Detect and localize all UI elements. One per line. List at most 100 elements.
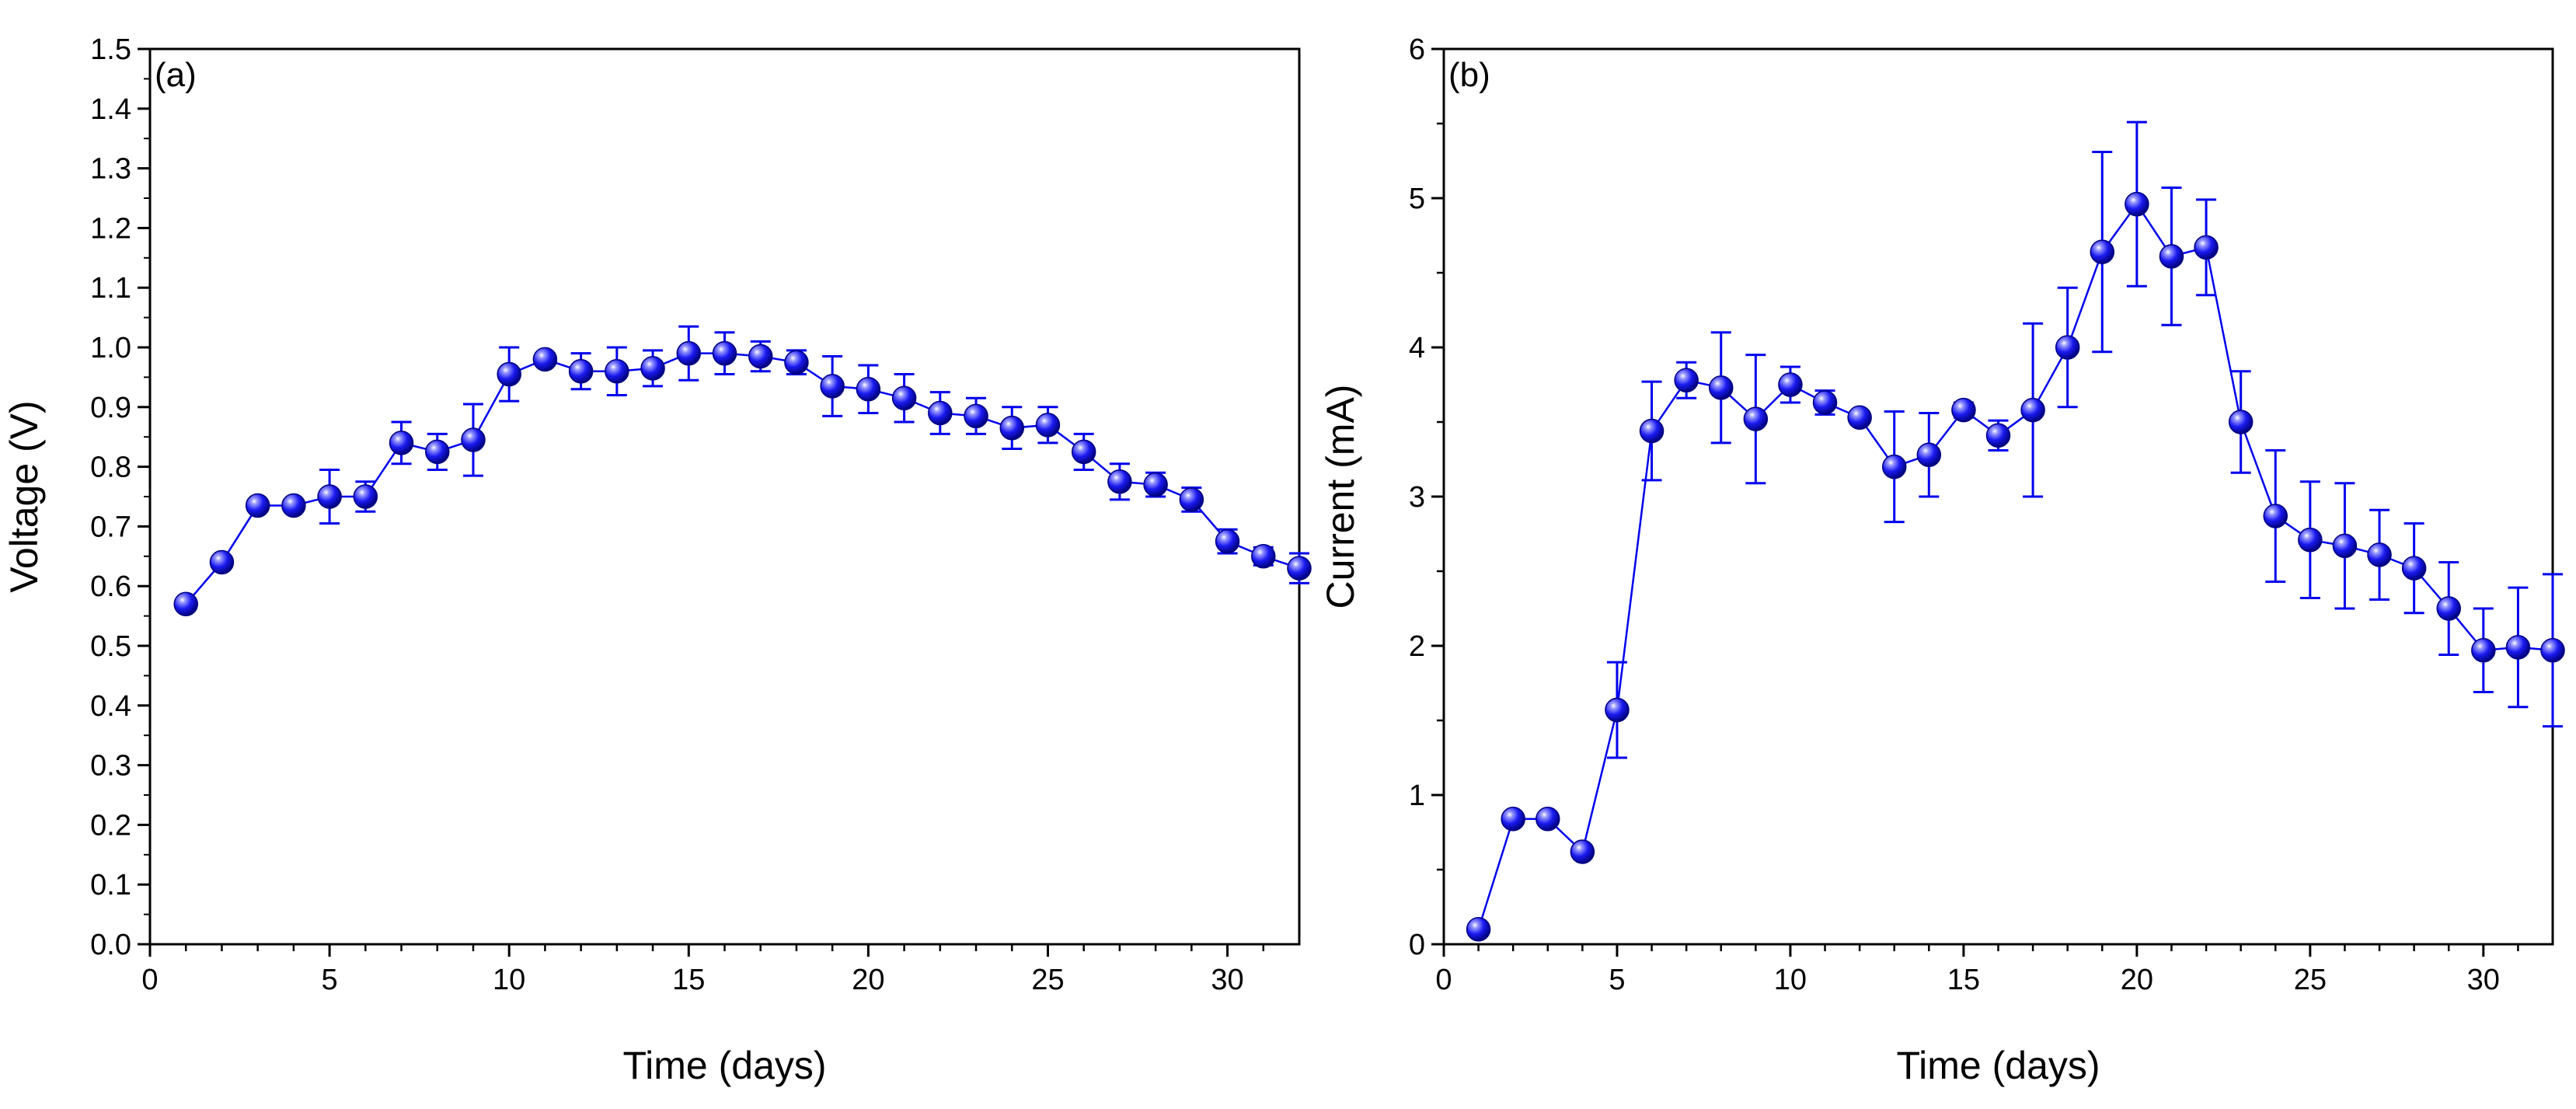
data-point [1709, 375, 1734, 400]
y-tick-label: 1.0 [90, 332, 131, 364]
data-point [964, 403, 988, 429]
y-tick-label: 0.4 [90, 690, 131, 723]
y-tick-label: 0.2 [90, 809, 131, 842]
data-point [2505, 635, 2531, 660]
data-point [2401, 556, 2427, 581]
x-tick-label: 15 [1947, 964, 1980, 996]
y-axis-title: Voltage (V) [2, 400, 46, 592]
series-line [1477, 202, 2553, 930]
x-axis-title: Time (days) [622, 1044, 826, 1087]
data-point [1251, 544, 1276, 569]
data-point [1605, 697, 1630, 723]
data-point [353, 484, 378, 509]
data-point [2540, 638, 2565, 663]
x-tick-label: 30 [2467, 964, 2500, 996]
x-tick-label: 5 [1609, 964, 1625, 996]
data-point [497, 361, 521, 387]
x-tick-label: 25 [1031, 964, 1064, 996]
y-tick-label: 1.4 [90, 93, 131, 126]
data-point [281, 493, 306, 518]
y-tick-label: 0 [1409, 929, 1425, 961]
data-point [2332, 533, 2358, 559]
y-tick-label: 6 [1409, 33, 1425, 66]
data-point [928, 400, 953, 426]
panel-label: (b) [1448, 56, 1490, 94]
data-point [2194, 235, 2219, 260]
data-point [676, 340, 702, 366]
y-tick-label: 1.1 [90, 272, 131, 305]
y-tick-label: 5 [1409, 183, 1425, 215]
data-point [748, 344, 773, 369]
data-point [820, 374, 845, 399]
data-point [2159, 244, 2184, 269]
data-point [1501, 806, 1525, 832]
y-tick-label: 0.7 [90, 511, 131, 543]
data-point [1466, 917, 1491, 942]
data-point [1639, 418, 1664, 444]
y-tick-label: 0.5 [90, 630, 131, 663]
data-point [2263, 504, 2288, 528]
data-point [2090, 239, 2115, 264]
x-tick-label: 20 [2121, 964, 2153, 996]
data-point [1143, 472, 1168, 497]
data-point [389, 431, 414, 455]
data-point [568, 358, 594, 384]
data-point [1535, 806, 1560, 832]
data-point [712, 340, 737, 366]
series-line [185, 352, 1300, 605]
data-point [1035, 413, 1061, 438]
y-tick-label: 2 [1409, 630, 1425, 663]
y-tick-label: 3 [1409, 481, 1425, 514]
data-point [173, 591, 198, 616]
data-point [425, 439, 450, 465]
data-point [2298, 527, 2323, 553]
data-point [891, 385, 917, 411]
data-point [1812, 390, 1838, 415]
data-point [1743, 406, 1769, 431]
x-tick-label: 15 [672, 964, 705, 996]
data-point [640, 356, 665, 381]
data-point [2125, 191, 2149, 217]
data-point [1916, 442, 1942, 467]
data-point [461, 427, 486, 452]
y-tick-label: 0.3 [90, 750, 131, 783]
x-tick-label: 30 [1211, 964, 1243, 996]
data-point [784, 350, 809, 375]
plot-frame [1442, 47, 2554, 946]
y-tick-label: 1.3 [90, 153, 131, 186]
y-axis-title: Current (mA) [1319, 385, 1362, 609]
data-point [532, 347, 558, 372]
data-point [1287, 556, 1312, 581]
x-axis-title: Time (days) [1896, 1044, 2100, 1087]
y-tick-label: 1.5 [90, 33, 131, 66]
data-point [1570, 839, 1595, 864]
data-point [1778, 372, 1803, 397]
data-point [209, 549, 235, 575]
x-tick-label: 10 [493, 964, 525, 996]
data-point [1985, 423, 2011, 448]
data-point [2055, 335, 2080, 360]
data-point [2367, 542, 2392, 567]
data-point [1674, 368, 1699, 392]
data-point [245, 493, 270, 518]
data-point [1179, 487, 1204, 512]
x-tick-label: 0 [1435, 964, 1452, 996]
data-point [1951, 397, 1976, 423]
data-point [856, 377, 881, 402]
panel-label: (a) [155, 56, 197, 94]
y-tick-label: 0.8 [90, 452, 131, 484]
y-tick-label: 0.1 [90, 869, 131, 901]
series-current [1466, 120, 2565, 942]
x-tick-label: 5 [322, 964, 338, 996]
current-chart: 0 5 10 15 20 25 30 0 1 2 3 4 5 6 Time (days) Current (m… [1319, 33, 2565, 1087]
x-tick-label: 20 [852, 964, 884, 996]
data-point [317, 484, 342, 509]
y-tick-label: 4 [1409, 332, 1425, 364]
data-point [2020, 397, 2045, 423]
y-tick-label: 0.6 [90, 570, 131, 603]
data-point [2436, 596, 2461, 621]
x-tick-label: 10 [1774, 964, 1807, 996]
data-point [1881, 454, 1907, 480]
data-point [999, 415, 1024, 441]
